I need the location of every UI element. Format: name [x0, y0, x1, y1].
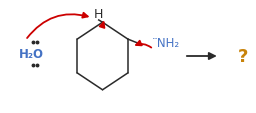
Text: ¨NH₂: ¨NH₂ — [152, 37, 180, 49]
Text: H: H — [94, 8, 103, 21]
Text: ?: ? — [237, 48, 248, 65]
Text: H₂O: H₂O — [19, 48, 44, 61]
